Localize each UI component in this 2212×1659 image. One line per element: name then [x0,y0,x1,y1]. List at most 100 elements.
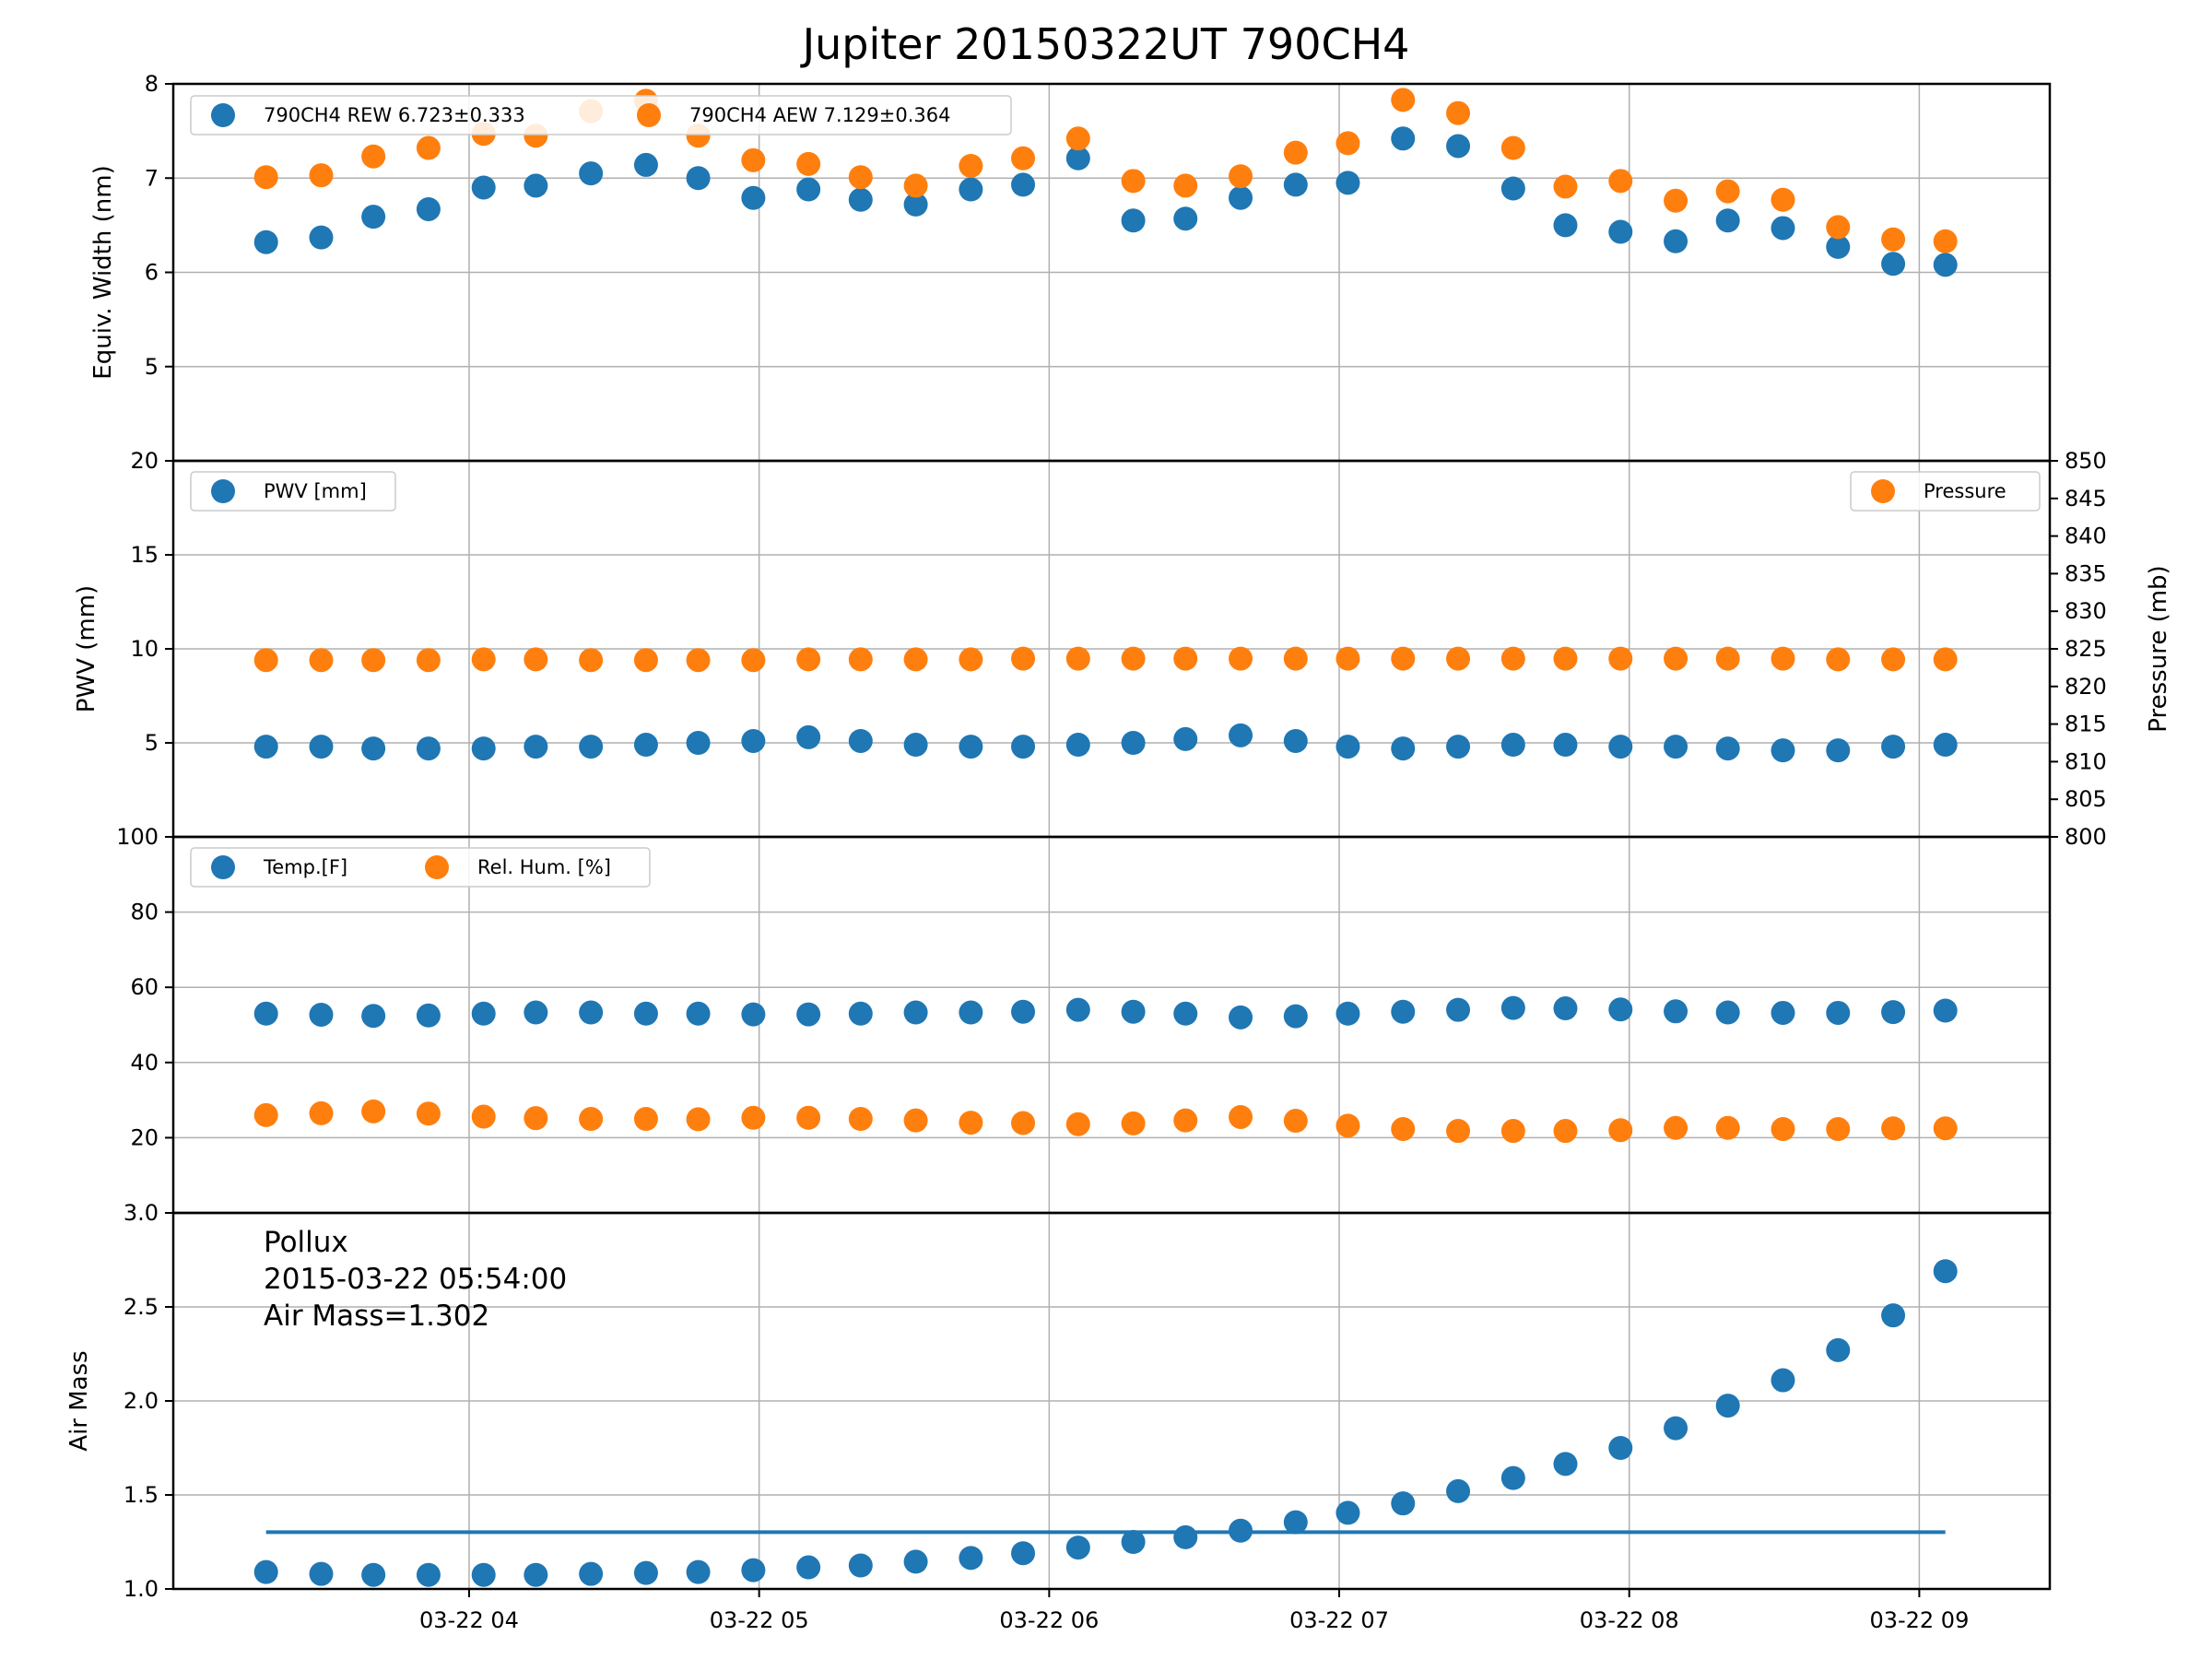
data-point [1608,735,1633,759]
data-point [1500,733,1525,758]
data-point [1446,134,1471,159]
data-point [1826,738,1851,763]
y2-tick-label: 815 [2065,712,2107,737]
series-pwv-mm- [253,723,1958,763]
data-point [416,135,441,160]
data-point [579,1107,604,1131]
data-point [1173,1001,1198,1026]
data-point [741,1002,766,1027]
data-point [796,177,821,202]
x-tick-label: 03-22 07 [1289,1607,1389,1633]
data-point [1065,646,1090,671]
data-point [741,648,766,673]
annotation-line: 2015-03-22 05:54:00 [264,1263,567,1296]
data-point [361,1004,386,1029]
data-point [1933,733,1958,758]
series-pressure [253,646,1958,673]
data-point [686,1001,711,1026]
data-point [1011,735,1036,759]
panel-temperature-humidity: 20 40 60 80 100 Temp.[F] Rel. Hum. [%] [116,824,2052,1215]
data-point [1391,88,1416,112]
panels: 5 6 7 8 Equiv. Width (nm) 790CH4 REW 6.723±0.… [65,71,2172,1602]
data-point [253,735,278,759]
data-point [959,1000,983,1025]
data-point [1121,1111,1146,1135]
y2-tick-label: 835 [2065,560,2107,586]
panel-equivalent-width: 5 6 7 8 Equiv. Width (nm) 790CH4 REW 6.723±0.… [89,71,2052,463]
data-point [1283,1004,1308,1029]
data-point [1500,1119,1525,1144]
data-point [253,165,278,190]
data-point [1933,647,1958,672]
data-point [1065,146,1090,171]
y-tick-label: 20 [130,1124,159,1150]
data-point [959,153,983,178]
data-point [309,1561,334,1586]
data-point [796,151,821,176]
data-point [796,1002,821,1027]
data-point [848,647,873,672]
series-temp-f- [253,995,1958,1030]
x-tick-label: 03-22 04 [419,1607,519,1633]
data-point [1229,723,1253,747]
y-tick-label: 1.0 [124,1576,159,1602]
y2-axis-label: Pressure (mb) [2145,565,2172,732]
data-point [1771,187,1795,212]
data-point [1229,1104,1253,1129]
data-point [959,647,983,672]
data-point [1500,176,1525,201]
data-point [1608,646,1633,671]
data-point [1500,995,1525,1020]
data-point [686,648,711,673]
data-point [471,736,496,761]
data-point [633,152,658,177]
data-point [1881,735,1906,759]
data-point [309,225,334,250]
y-tick-label: 20 [130,448,159,474]
data-point [848,1107,873,1131]
series-790ch4-aew-7-129-0-364 [253,88,1958,253]
data-point [1881,252,1906,276]
data-point [1446,1119,1471,1144]
y-tick-label: 10 [130,636,159,662]
data-point [1391,1117,1416,1142]
legend-label: 790CH4 REW 6.723±0.333 [264,104,525,126]
data-point [253,1001,278,1026]
data-point [416,736,441,761]
panel-pwv-pressure: 5 10 15 20 800 805 810 815 820 825 830 835 840 845 850… [73,448,2172,850]
data-point [848,1553,873,1578]
data-point [1881,1000,1906,1025]
data-point [1011,646,1036,671]
data-point [903,192,928,217]
data-point [1553,174,1578,199]
data-point [1283,140,1308,165]
x-tick-label: 03-22 05 [710,1607,809,1633]
data-point [1446,1478,1471,1503]
data-point [1881,1303,1906,1328]
y-axis-label: PWV (mm) [73,585,100,712]
data-point [1011,172,1036,197]
data-point [1283,646,1308,671]
data-point [1553,646,1578,671]
data-point [1826,215,1851,240]
data-point [1283,172,1308,197]
data-point [686,166,711,191]
data-point [1011,1541,1036,1566]
legend-label: Rel. Hum. [%] [477,856,611,878]
data-point [309,648,334,673]
data-point [1173,1524,1198,1549]
data-point [1771,1368,1795,1393]
data-point [361,736,386,761]
data-point [686,1559,711,1584]
data-point [1715,646,1740,671]
y-tick-label: 15 [130,542,159,568]
y-tick-label: 5 [145,354,159,380]
data-point [903,647,928,672]
legend-box [190,847,651,888]
data-point [579,161,604,186]
x-tick-label: 03-22 06 [999,1607,1099,1633]
y-axis-label: Air Mass [65,1350,93,1451]
data-point [1065,997,1090,1022]
data-point [1335,735,1360,759]
